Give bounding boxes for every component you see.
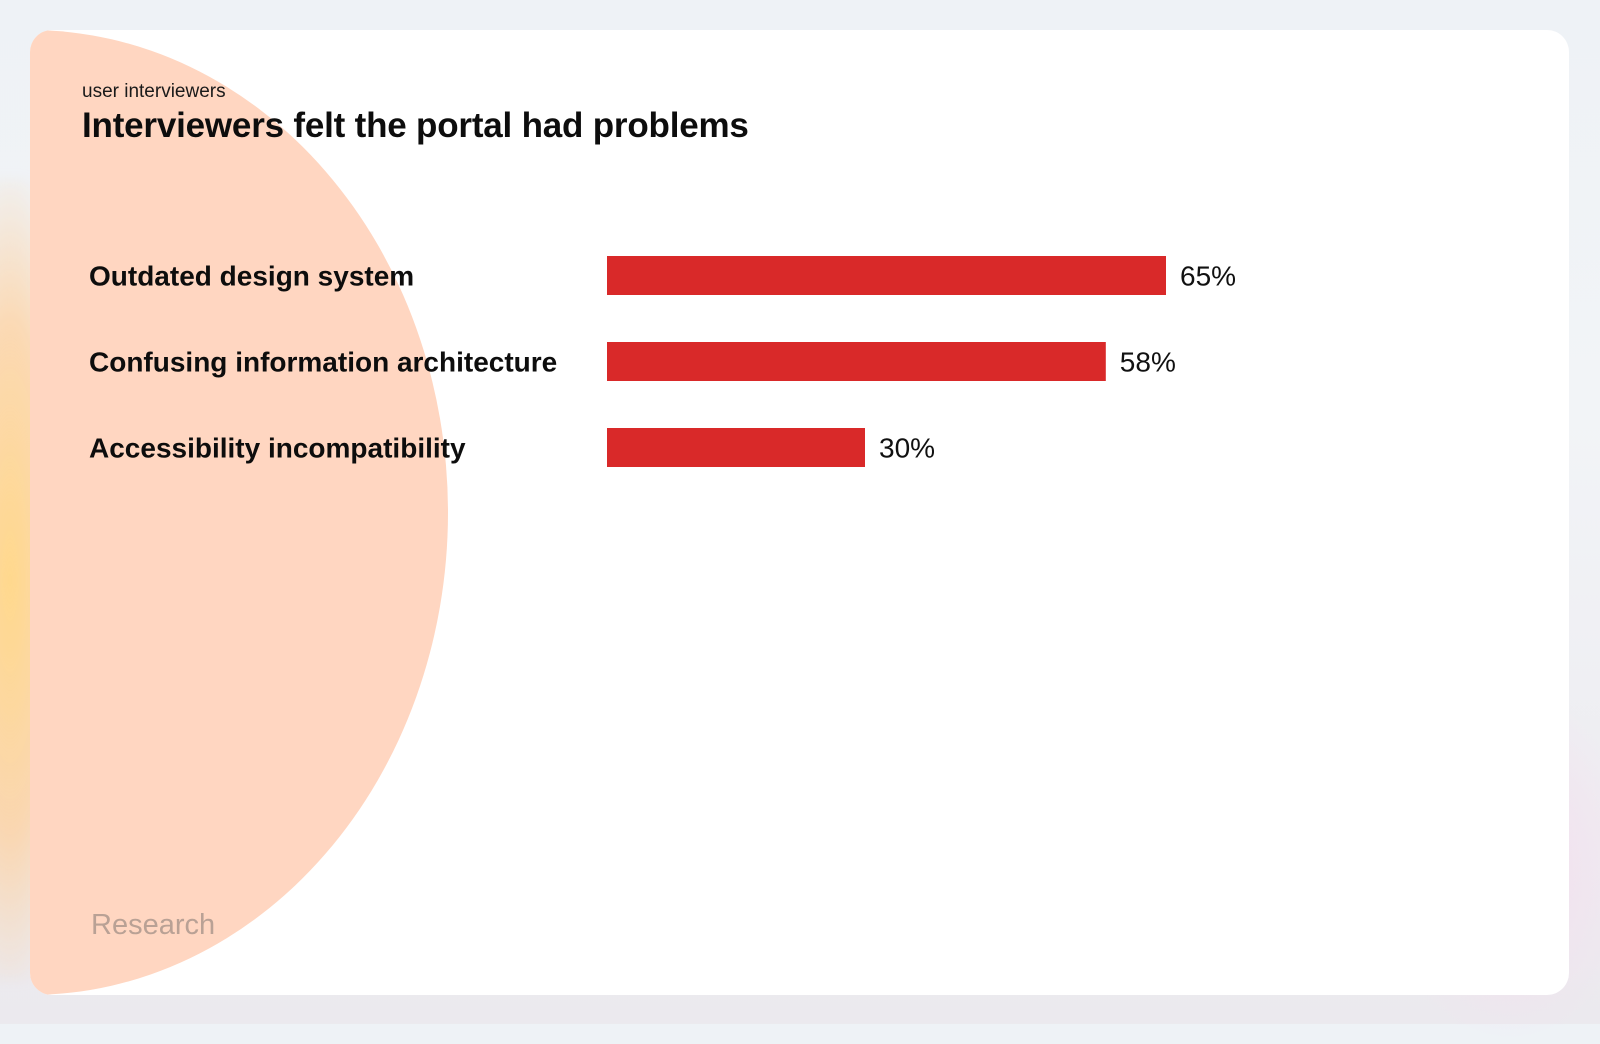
slide-card: user interviewers Interviewers felt the …: [30, 30, 1569, 995]
bar: [607, 342, 1106, 381]
section-label: Research: [91, 909, 216, 941]
category-label: Outdated design system: [89, 261, 414, 292]
value-label: 58%: [1120, 347, 1176, 378]
category-label: Accessibility incompatibility: [89, 433, 466, 464]
slide-title: Interviewers felt the portal had problem…: [82, 106, 749, 145]
value-label: 65%: [1180, 261, 1236, 292]
bar: [607, 428, 865, 467]
bar-chart: Outdated design system 65% Confusing infor…: [89, 256, 1236, 467]
value-label: 30%: [879, 433, 935, 464]
bar: [607, 256, 1166, 295]
slide-subtitle: user interviewers: [82, 81, 226, 102]
category-label: Confusing information architecture: [89, 347, 557, 378]
